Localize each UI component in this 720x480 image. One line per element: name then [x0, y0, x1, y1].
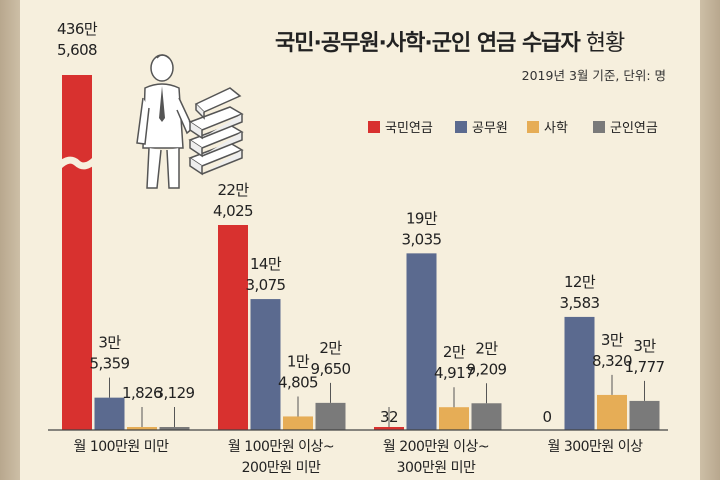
bar-0-1 — [94, 397, 125, 430]
legend-label-0: 국민연금 — [385, 121, 433, 136]
x-tick-label-1-1: 200만원 미만 — [242, 460, 321, 476]
data-label-2-2-1: 4,917 — [434, 364, 474, 382]
data-label-1-1-1: 3,075 — [246, 276, 286, 294]
data-label-0-2-0: 1,826 — [122, 384, 162, 402]
chart-subtitle: 2019년 3월 기준, 단위: 명 — [522, 68, 666, 83]
data-label-0-1-1: 5,359 — [90, 355, 130, 373]
data-label-3-3-1: 1,777 — [625, 358, 665, 376]
bars-group — [56, 75, 660, 430]
bar-2-1 — [406, 253, 437, 430]
legend-label-2: 사학 — [544, 121, 568, 136]
bar-3-1 — [564, 316, 595, 430]
data-label-3-1-0: 12만 — [564, 273, 596, 291]
x-tick-label-2-0: 월 200만원 이상~ — [383, 439, 489, 455]
bar-1-3 — [315, 402, 346, 430]
data-label-3-3-0: 3만 — [633, 337, 656, 355]
data-label-1-2-0: 1만 — [287, 352, 310, 370]
data-label-0-0-1: 5,608 — [57, 41, 97, 59]
bar-3-3 — [629, 400, 660, 430]
chart-title-main: 국민·공무원·사학·군인 연금 수급자 — [275, 31, 582, 56]
bar-2-3 — [471, 403, 502, 430]
data-label-1-0-0: 22만 — [217, 181, 249, 199]
data-label-0-0-0: 436만 — [57, 20, 98, 38]
legend-swatch-3 — [593, 121, 605, 133]
chart-title: 국민·공무원·사학·군인 연금 수급자 현황 — [275, 31, 625, 56]
chart-title-suffix: 현황 — [586, 31, 625, 56]
legend-swatch-0 — [368, 121, 380, 133]
data-label-2-0-0: 32 — [380, 408, 398, 426]
bar-2-0 — [374, 427, 404, 430]
legend-swatch-1 — [455, 121, 467, 133]
x-tick-label-2-1: 300만원 미만 — [397, 460, 476, 476]
axis-break-mark — [56, 156, 98, 170]
data-label-3-2-0: 3만 — [601, 331, 624, 349]
bar-1-2 — [283, 416, 313, 430]
data-label-1-3-1: 9,650 — [311, 360, 351, 378]
legend-label-1: 공무원 — [472, 121, 508, 136]
data-label-3-2-1: 8,320 — [592, 352, 632, 370]
data-label-3-0-0: 0 — [543, 408, 552, 426]
x-tick-label-1-0: 월 100만원 이상~ — [228, 439, 334, 455]
bar-0-0 — [62, 75, 92, 430]
background-left-edge — [0, 0, 20, 480]
data-label-2-3-1: 9,209 — [467, 360, 507, 378]
bar-0-3 — [159, 427, 190, 430]
data-label-0-1-0: 3만 — [98, 334, 121, 352]
x-tick-label-3-0: 월 300만원 이상 — [547, 439, 643, 455]
data-label-2-3-0: 2만 — [475, 339, 498, 357]
bar-3-2 — [597, 394, 627, 430]
bar-2-2 — [439, 407, 469, 430]
data-label-2-1-0: 19만 — [406, 209, 438, 227]
legend-swatch-2 — [527, 121, 539, 133]
bar-1-1 — [250, 299, 281, 430]
data-label-1-1-0: 14만 — [250, 255, 282, 273]
bar-1-0 — [218, 225, 248, 430]
person-with-money-illustration — [136, 54, 244, 189]
bar-0-2 — [127, 427, 157, 430]
data-label-1-0-1: 4,025 — [213, 202, 253, 220]
legend-label-3: 군인연금 — [610, 121, 658, 136]
data-label-1-3-0: 2만 — [319, 339, 342, 357]
data-label-1-2-1: 4,805 — [278, 373, 318, 391]
data-label-3-1-1: 3,583 — [560, 294, 600, 312]
data-label-0-3-0: 3,129 — [155, 384, 195, 402]
x-axis-labels: 월 100만원 미만 월 100만원 이상~ 200만원 미만 월 200만원 이상~… — [73, 439, 643, 476]
background-right-edge — [700, 0, 720, 480]
data-label-2-2-0: 2만 — [443, 343, 466, 361]
x-tick-label-0-0: 월 100만원 미만 — [73, 439, 169, 455]
data-label-2-1-1: 3,035 — [402, 230, 442, 248]
legend: 국민연금 공무원 사학 군인연금 — [368, 121, 658, 136]
